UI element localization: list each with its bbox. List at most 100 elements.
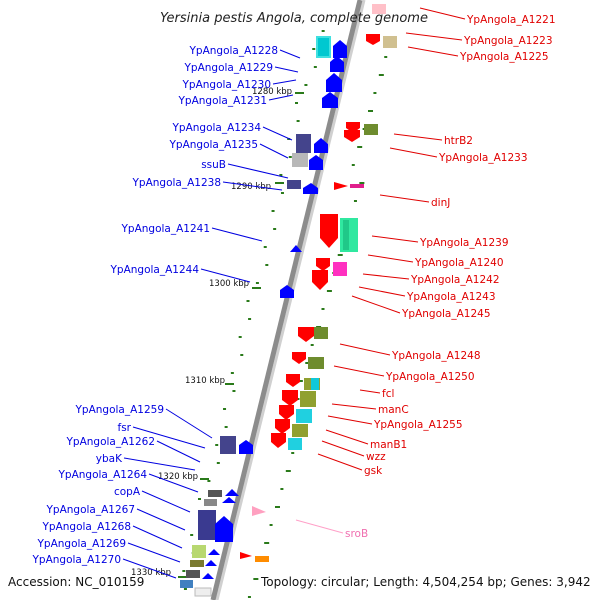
gc-skew-mark — [378, 74, 384, 76]
gene-arrow — [330, 56, 344, 72]
label-leader-line — [227, 163, 289, 179]
gc-skew-mark — [295, 102, 299, 104]
label-leader-line — [132, 426, 206, 449]
kbp-label: 1280 kbp — [252, 87, 292, 97]
gene-label: YpAngola_A1243 — [406, 291, 496, 303]
label-leader-line — [333, 365, 385, 377]
label-leader-line — [317, 453, 363, 471]
gene-label: YpAngola_A1255 — [373, 419, 463, 431]
gc-skew-mark — [288, 156, 292, 158]
label-leader-line — [325, 429, 369, 445]
gene-label: htrB2 — [444, 135, 473, 147]
gene-arrow — [309, 155, 323, 170]
gene-feature — [383, 36, 397, 48]
gene-arrow — [322, 92, 338, 108]
gene-label: YpAngola_A1225 — [459, 51, 549, 63]
gene-label: YpAngola_A1264 — [57, 469, 147, 481]
gc-skew-mark — [291, 452, 295, 454]
gene-label: manC — [378, 404, 409, 416]
gene-arrow — [208, 549, 220, 555]
gene-label: YpAngola_A1267 — [45, 504, 135, 516]
gene-arrow — [326, 73, 342, 92]
gc-skew-mark — [263, 246, 267, 248]
gene-label: fsr — [118, 422, 132, 434]
gc-skew-mark — [384, 56, 388, 58]
gene-label: sroB — [345, 528, 368, 540]
gc-skew-mark — [247, 596, 251, 598]
label-leader-line — [222, 181, 283, 191]
gene-feature — [292, 424, 308, 437]
gene-label: YpAngola_A1239 — [419, 237, 509, 249]
gc-skew-mark — [182, 570, 186, 572]
label-leader-line — [331, 403, 377, 410]
kbp-label: 1290 kbp — [231, 182, 271, 192]
gene-label: wzz — [366, 451, 386, 463]
gene-arrow — [344, 130, 360, 142]
gc-skew-mark — [223, 408, 227, 410]
gene-label: YpAngola_A1231 — [177, 95, 267, 107]
gene-feature — [180, 580, 193, 588]
label-leader-line — [351, 295, 401, 314]
gene-feature — [198, 510, 216, 540]
gc-skew-mark — [313, 66, 317, 68]
label-leader-line — [136, 508, 186, 531]
label-leader-line — [339, 343, 391, 356]
gene-feature — [318, 38, 329, 56]
kbp-label: 1330 kbp — [131, 568, 171, 578]
label-leader-line — [122, 558, 177, 579]
label-leader-line — [259, 143, 289, 159]
gene-label: YpAngola_A1223 — [463, 35, 553, 47]
gene-label: YpAngola_A1228 — [188, 45, 278, 57]
label-leader-line — [407, 46, 459, 57]
gc-skew-mark — [321, 308, 325, 310]
gc-skew-mark — [274, 506, 280, 508]
gene-label: YpAngola_A1230 — [181, 79, 271, 91]
gc-skew-mark — [197, 498, 201, 500]
gc-skew-mark — [304, 84, 308, 86]
gene-feature — [192, 545, 206, 558]
gene-feature — [372, 4, 386, 14]
gc-skew-mark — [305, 362, 311, 364]
gene-arrow — [275, 419, 290, 434]
label-leader-line — [274, 66, 299, 73]
gene-arrow — [252, 506, 266, 516]
map-title: Yersinia pestis Angola, complete genome — [160, 11, 428, 26]
gene-arrow — [292, 352, 306, 364]
gene-arrow — [303, 183, 318, 194]
gc-skew-mark — [359, 182, 365, 184]
label-leader-line — [405, 32, 463, 41]
gene-label: ybaK — [96, 453, 123, 465]
gene-arrow — [279, 405, 294, 420]
gc-skew-mark — [326, 290, 332, 292]
reverse-genes — [240, 4, 397, 562]
label-leader-line — [321, 440, 365, 457]
gene-label: YpAngola_A1244 — [109, 264, 199, 276]
gene-label: dinJ — [431, 197, 450, 209]
gene-arrow — [215, 516, 233, 542]
gc-skew-mark — [368, 110, 374, 112]
gene-label: YpAngola_A1233 — [438, 152, 528, 164]
gc-skew-mark — [273, 228, 277, 230]
gene-label: YpAngola_A1242 — [410, 274, 500, 286]
gc-skew-mark — [255, 282, 259, 284]
gene-label: YpAngola_A1238 — [131, 177, 221, 189]
label-leader-line — [127, 542, 181, 563]
gene-feature — [296, 134, 311, 153]
gc-skew-mark — [285, 470, 291, 472]
gene-label: manB1 — [370, 439, 407, 451]
gc-skew-mark — [353, 200, 357, 202]
gene-label: YpAngola_A1241 — [120, 223, 210, 235]
gene-arrow — [222, 497, 236, 503]
label-leader-line — [156, 440, 201, 463]
label-leader-line — [148, 473, 199, 493]
gene-arrow — [298, 327, 314, 342]
label-leader-line — [379, 194, 430, 203]
gc-skew-mark — [299, 380, 303, 382]
gene-arrow — [290, 245, 302, 252]
gc-skew-mark — [373, 92, 377, 94]
gene-arrow — [312, 270, 328, 290]
gene-label: YpAngola_A1262 — [65, 436, 155, 448]
gene-label: YpAngola_A1269 — [36, 538, 126, 550]
label-leader-line — [200, 268, 251, 283]
gene-feature — [220, 436, 236, 454]
